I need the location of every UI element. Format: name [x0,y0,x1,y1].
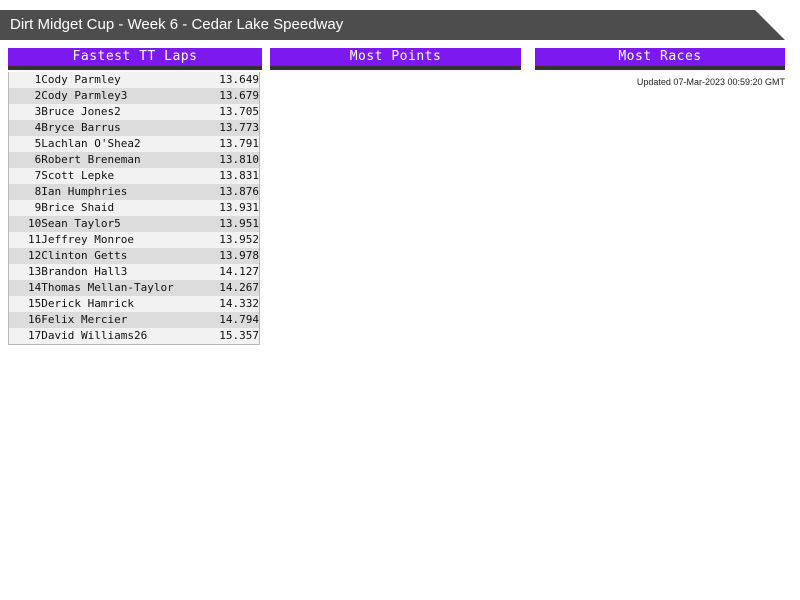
row-value: 15.357 [219,329,259,342]
table-row: 11 Jeffrey Monroe 13.952 [8,232,260,248]
row-driver-name: Clinton Getts [41,249,128,262]
row-driver-name: Ian Humphries [41,185,128,198]
row-position: 3 [34,105,42,118]
table-row: 5 Lachlan O'Shea2 13.791 [8,136,260,152]
row-value: 13.978 [219,249,259,262]
row-position: 12 [28,249,42,262]
table-row: 4 Bryce Barrus 13.773 [8,120,260,136]
row-position: 15 [28,297,42,310]
panel-header-most-points: Most Points [270,48,521,70]
table-row: 1 Cody Parmley 13.649 [8,72,260,88]
row-position: 8 [34,185,42,198]
standings-table-fastest-tt-laps: 1 Cody Parmley 13.649 2 Cody Parmley3 13.679 3… [8,72,260,345]
row-driver-name: Lachlan O'Shea2 [41,137,141,150]
row-value: 13.705 [219,105,259,118]
title-bar-background [0,10,785,40]
panel-header-fastest-tt-laps: Fastest TT Laps [8,48,262,70]
row-position: 7 [34,169,42,182]
row-value: 14.127 [219,265,259,278]
row-position: 16 [28,313,42,326]
row-value: 13.876 [219,185,259,198]
row-position: 1 [34,73,42,86]
row-driver-name: David Williams26 [41,329,148,342]
panel-most-races: Most Races [535,48,785,70]
table-row: 3 Bruce Jones2 13.705 [8,104,260,120]
panel-most-points: Most Points [270,48,521,70]
row-value: 13.791 [219,137,259,150]
row-driver-name: Cody Parmley [41,73,121,86]
row-position: 4 [34,121,42,134]
updated-timestamp: Updated 07-Mar-2023 00:59:20 GMT [636,77,785,87]
table-row: 8 Ian Humphries 13.876 [8,184,260,200]
page-title: Dirt Midget Cup - Week 6 - Cedar Lake Sp… [10,16,344,33]
table-row: 14 Thomas Mellan-Taylor 14.267 [8,280,260,296]
row-position: 14 [28,281,42,294]
row-position: 17 [28,329,42,342]
row-value: 14.794 [219,313,259,326]
table-row: 12 Clinton Getts 13.978 [8,248,260,264]
row-value: 14.332 [219,297,259,310]
title-bar: Dirt Midget Cup - Week 6 - Cedar Lake Sp… [0,10,785,40]
row-value: 13.831 [219,169,259,182]
row-value: 13.951 [219,217,259,230]
row-driver-name: Brandon Hall3 [41,265,128,278]
row-driver-name: Brice Shaid [41,201,115,214]
row-value: 13.649 [219,73,259,86]
row-position: 2 [34,89,42,102]
table-row: 17 David Williams26 15.357 [8,328,260,345]
standings-table-body: 1 Cody Parmley 13.649 2 Cody Parmley3 13.679 3… [8,72,260,345]
row-driver-name: Cody Parmley3 [41,89,128,102]
row-driver-name: Sean Taylor5 [41,217,121,230]
row-value: 13.679 [219,89,259,102]
row-driver-name: Derick Hamrick [41,297,134,310]
row-driver-name: Bryce Barrus [41,121,121,134]
row-driver-name: Felix Mercier [41,313,128,326]
table-row: 7 Scott Lepke 13.831 [8,168,260,184]
row-position: 6 [34,153,42,166]
row-position: 5 [34,137,42,150]
table-row: 13 Brandon Hall3 14.127 [8,264,260,280]
row-driver-name: Bruce Jones2 [41,105,121,118]
panel-fastest-tt-laps: Fastest TT Laps 1 Cody Parmley 13.649 2 Cody… [8,48,262,345]
row-value: 14.267 [219,281,259,294]
table-row: 16 Felix Mercier 14.794 [8,312,260,328]
row-value: 13.773 [219,121,259,134]
row-position: 11 [28,233,42,246]
panel-header-most-races: Most Races [535,48,785,70]
row-driver-name: Jeffrey Monroe [41,233,134,246]
row-driver-name: Thomas Mellan-Taylor [41,281,174,294]
row-value: 13.931 [219,201,259,214]
table-row: 15 Derick Hamrick 14.332 [8,296,260,312]
table-row: 9 Brice Shaid 13.931 [8,200,260,216]
row-driver-name: Scott Lepke [41,169,115,182]
table-row: 10 Sean Taylor5 13.951 [8,216,260,232]
row-driver-name: Robert Breneman [41,153,141,166]
row-value: 13.810 [219,153,259,166]
row-position: 13 [28,265,42,278]
row-position: 9 [34,201,42,214]
table-row: 6 Robert Breneman 13.810 [8,152,260,168]
row-position: 10 [28,217,42,230]
row-value: 13.952 [219,233,259,246]
table-row: 2 Cody Parmley3 13.679 [8,88,260,104]
